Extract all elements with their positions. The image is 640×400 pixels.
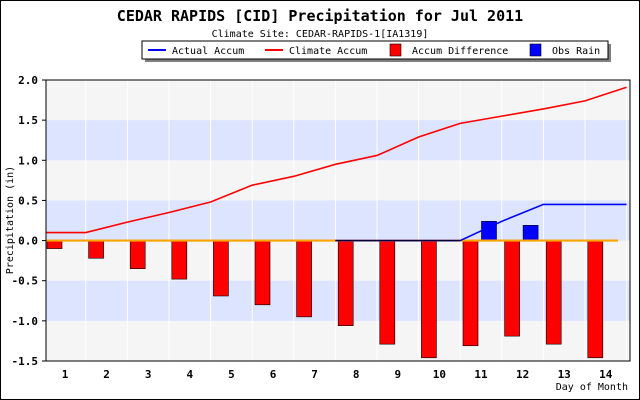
x-tick-label: 7 xyxy=(311,368,318,381)
plot-frame xyxy=(45,79,631,362)
accum-difference-bar xyxy=(379,240,396,345)
y-tick-label: 2.0 xyxy=(18,74,38,87)
x-tick-label: 5 xyxy=(228,368,235,381)
y-tick-label: 0.0 xyxy=(18,235,38,248)
accum-difference-bar xyxy=(296,240,312,318)
x-axis: 1 2 3 4 5 6 7 8 9 10 11 12 13 14 xyxy=(62,368,613,381)
accum-difference-bar xyxy=(337,240,354,326)
accum-difference-bar xyxy=(504,240,520,337)
x-tick-label: 2 xyxy=(103,368,110,381)
legend-label: Obs Rain xyxy=(552,46,600,57)
accum-difference-bar xyxy=(462,240,479,347)
legend-label: Actual Accum xyxy=(172,46,244,57)
y-tick-label: -1.0 xyxy=(12,315,39,328)
y-tick-label: 0.5 xyxy=(18,194,38,207)
y-axis-label: Precipitation (in) xyxy=(5,166,16,274)
y-tick-label: -1.5 xyxy=(12,355,39,368)
x-tick-label: 13 xyxy=(558,368,571,381)
accum-difference-bars xyxy=(46,240,604,359)
accum-difference-bar xyxy=(213,240,229,297)
accum-difference-bar xyxy=(545,240,562,345)
x-tick-label: 6 xyxy=(270,368,277,381)
accum-difference-bar xyxy=(421,240,437,359)
x-tick-label: 14 xyxy=(599,368,613,381)
accum-lines xyxy=(46,86,627,242)
chart-title: CEDAR RAPIDS [CID] Precipitation for Jul… xyxy=(117,7,523,25)
x-tick-label: 9 xyxy=(394,368,401,381)
accum-difference-bar xyxy=(46,240,63,249)
legend-label: Accum Difference xyxy=(412,46,508,57)
accum-difference-bar xyxy=(587,240,604,359)
legend: Actual Accum Climate Accum Accum Differenc… xyxy=(141,40,611,62)
x-tick-label: 10 xyxy=(433,368,446,381)
y-axis: 2.0 1.5 1.0 0.5 0.0 -0.5 -1.0 -1.5 xyxy=(12,74,46,368)
x-tick-label: 3 xyxy=(145,368,152,381)
climate-accum-line xyxy=(46,86,627,234)
legend-box xyxy=(141,40,609,60)
x-tick-label: 8 xyxy=(353,368,360,381)
legend-swatch-box xyxy=(389,43,402,57)
x-tick-label: 4 xyxy=(186,368,193,381)
chart-subtitle: Climate Site: CEDAR-RAPIDS-1[IA1319] xyxy=(212,29,429,40)
x-tick-label: 12 xyxy=(516,368,529,381)
accum-difference-bar xyxy=(171,240,188,280)
x-axis-label: Day of Month xyxy=(556,382,628,393)
legend-label: Climate Accum xyxy=(289,46,367,57)
obs-rain-bar xyxy=(522,225,539,241)
y-tick-label: 1.0 xyxy=(18,154,38,167)
x-tick-label: 11 xyxy=(474,368,488,381)
accum-difference-bar xyxy=(129,240,146,269)
plot-band xyxy=(46,120,630,161)
y-tick-label: 1.5 xyxy=(18,114,38,127)
accum-difference-bar xyxy=(254,240,271,306)
legend-swatch-box xyxy=(529,43,542,57)
accum-difference-bar xyxy=(88,240,104,259)
y-tick-label: -0.5 xyxy=(12,275,39,288)
x-tick-label: 1 xyxy=(62,368,69,381)
